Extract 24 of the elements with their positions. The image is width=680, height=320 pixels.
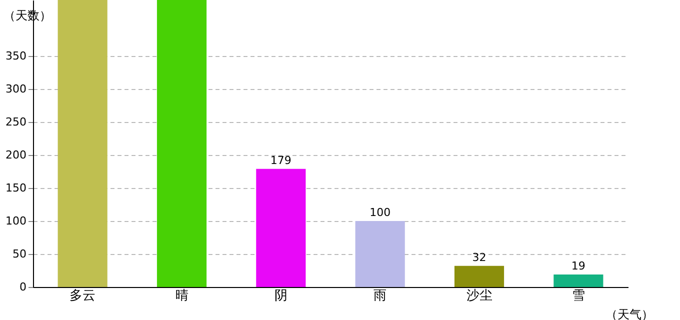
bar (256, 168, 306, 287)
data-label: 19 (571, 259, 586, 272)
data-label: 32 (472, 250, 486, 264)
y-tick-label: 250 (6, 116, 26, 129)
y-tick-label: 350 (6, 50, 26, 63)
x-tick-label: 雨 (374, 288, 387, 304)
bar (355, 221, 405, 287)
x-tick-label: 沙尘 (466, 288, 492, 304)
bar (454, 266, 504, 287)
x-tick-label: 雪 (572, 288, 585, 304)
y-tick-label: 100 (6, 214, 26, 228)
y-tick-label: 150 (6, 182, 26, 195)
bar (58, 0, 108, 287)
y-tick-label: 300 (6, 82, 26, 96)
y-tick-label: 0 (20, 280, 26, 294)
x-tick-label: 多云 (70, 288, 96, 304)
bar (554, 274, 604, 287)
data-label: 100 (370, 206, 391, 220)
x-tick-label: 阴 (274, 288, 288, 304)
x-tick-label: 晴 (175, 288, 188, 304)
data-label: 179 (270, 154, 292, 167)
y-tick-label: 50 (12, 248, 26, 261)
bar (156, 0, 207, 287)
y-tick-label: 200 (6, 148, 26, 162)
